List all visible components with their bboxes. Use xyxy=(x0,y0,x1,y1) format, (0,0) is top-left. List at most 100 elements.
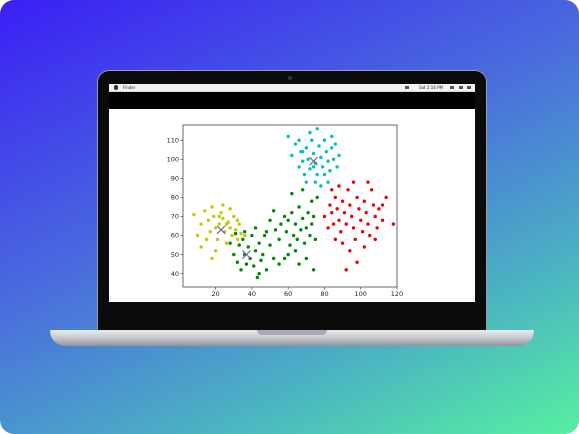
trackpad-notch xyxy=(257,330,327,335)
scatter-point xyxy=(203,209,207,213)
scatter-point xyxy=(310,222,314,226)
scatter-point xyxy=(337,218,341,222)
y-tick-label: 100 xyxy=(167,156,179,164)
scatter-point xyxy=(290,153,294,158)
scatter-point xyxy=(284,230,289,234)
menu-list-icon[interactable] xyxy=(467,86,471,89)
scatter-point xyxy=(311,151,316,156)
scatter-point xyxy=(317,144,321,148)
scatter-point xyxy=(320,165,325,169)
scatter-point xyxy=(235,237,240,242)
status-icons-right xyxy=(447,86,471,93)
scatter-point xyxy=(199,222,203,226)
scatter-point xyxy=(224,241,229,245)
status-icons xyxy=(405,86,412,93)
scatter-point xyxy=(291,233,296,238)
scatter-point xyxy=(224,222,229,226)
scatter-point xyxy=(304,226,309,230)
scatter-point xyxy=(300,188,305,192)
scatter-point xyxy=(300,159,305,163)
scatter-point xyxy=(235,218,240,222)
menu-clock[interactable]: Sat 2:14 PM xyxy=(419,85,443,90)
menu-bar: Finder Sat 2:14 PM xyxy=(109,84,475,92)
scatter-point xyxy=(204,237,209,242)
scatter-point xyxy=(237,243,241,247)
scatter-point xyxy=(210,256,214,261)
app-name[interactable]: Finder xyxy=(123,85,136,90)
scatter-chart-svg: 20 40 60 80 100 120 40 50 60 70 80 90 100 110 xyxy=(167,124,403,298)
x-tick-label: 80 xyxy=(320,290,328,298)
scatter-point xyxy=(299,228,303,232)
search-icon[interactable] xyxy=(458,86,463,89)
scatter-point xyxy=(232,252,236,257)
scatter-point xyxy=(330,210,334,215)
scatter-point xyxy=(322,138,327,142)
volume-icon[interactable] xyxy=(405,86,409,89)
scatter-point xyxy=(333,237,338,242)
scatter-point xyxy=(228,207,232,211)
scatter-point xyxy=(380,203,385,207)
scatter-point xyxy=(237,222,241,226)
scatter-point xyxy=(288,243,292,247)
scatter-point xyxy=(339,230,343,234)
scatter-point xyxy=(346,188,350,192)
scatter-point xyxy=(255,275,260,280)
scatter-point xyxy=(250,233,254,238)
scatter-point xyxy=(319,155,323,160)
scatter-point xyxy=(290,210,294,215)
apple-icon[interactable] xyxy=(114,85,118,90)
scatter-point xyxy=(364,210,368,215)
scatter-point xyxy=(315,195,319,200)
scatter-point xyxy=(297,138,301,142)
scatter-point xyxy=(264,230,269,234)
scatter-point xyxy=(282,214,287,219)
scatter-point xyxy=(328,169,332,173)
x-tick-label: 40 xyxy=(248,290,256,298)
scatter-point xyxy=(221,216,225,221)
scatter-point xyxy=(331,222,336,226)
scatter-point xyxy=(192,212,196,217)
scatter-point xyxy=(199,245,203,249)
data-points-group xyxy=(192,127,396,280)
laptop-screen: Finder Sat 2:14 PM 20 40 60 80 100 120 40 50 60 7… xyxy=(109,84,475,302)
scatter-point xyxy=(360,230,365,234)
centroid-marker xyxy=(309,156,319,166)
scatter-point xyxy=(330,146,334,150)
scatter-point xyxy=(326,180,330,184)
scatter-point xyxy=(342,210,347,215)
scatter-point xyxy=(310,138,314,142)
scatter-point xyxy=(351,226,356,230)
scatter-point xyxy=(331,157,336,162)
scatter-point xyxy=(279,222,283,226)
scatter-point xyxy=(348,249,352,253)
scatter-point xyxy=(233,228,238,232)
scatter-point xyxy=(206,218,211,222)
y-tick-label: 60 xyxy=(171,232,179,240)
scatter-point xyxy=(330,188,334,192)
scatter-point xyxy=(242,230,247,234)
wifi-icon[interactable] xyxy=(450,86,455,89)
laptop-lid: Finder Sat 2:14 PM 20 40 60 80 100 120 40 50 60 7… xyxy=(97,70,487,336)
scatter-point xyxy=(286,134,290,139)
scatter-point xyxy=(286,218,290,222)
scatter-point xyxy=(349,214,354,219)
laptop-base xyxy=(50,330,534,346)
scatter-point xyxy=(208,230,212,234)
scatter-point xyxy=(259,258,263,263)
scatter-point xyxy=(228,241,232,245)
scatter-point xyxy=(373,214,377,219)
scatter-point xyxy=(302,241,307,245)
window-toolbar xyxy=(109,92,475,109)
scatter-point xyxy=(271,256,276,261)
scatter-point xyxy=(362,199,367,203)
scatter-point xyxy=(261,252,265,257)
scatter-point xyxy=(246,245,250,249)
scatter-point xyxy=(384,195,388,200)
scatter-point xyxy=(313,237,318,242)
scatter-point xyxy=(371,203,376,207)
scatter-point xyxy=(304,180,309,184)
scatter-point xyxy=(306,210,310,215)
scatter-point xyxy=(308,233,312,238)
scatter-chart: 20 40 60 80 100 120 40 50 60 70 80 90 100 110 xyxy=(109,109,475,302)
x-tick-label: 100 xyxy=(355,290,367,298)
